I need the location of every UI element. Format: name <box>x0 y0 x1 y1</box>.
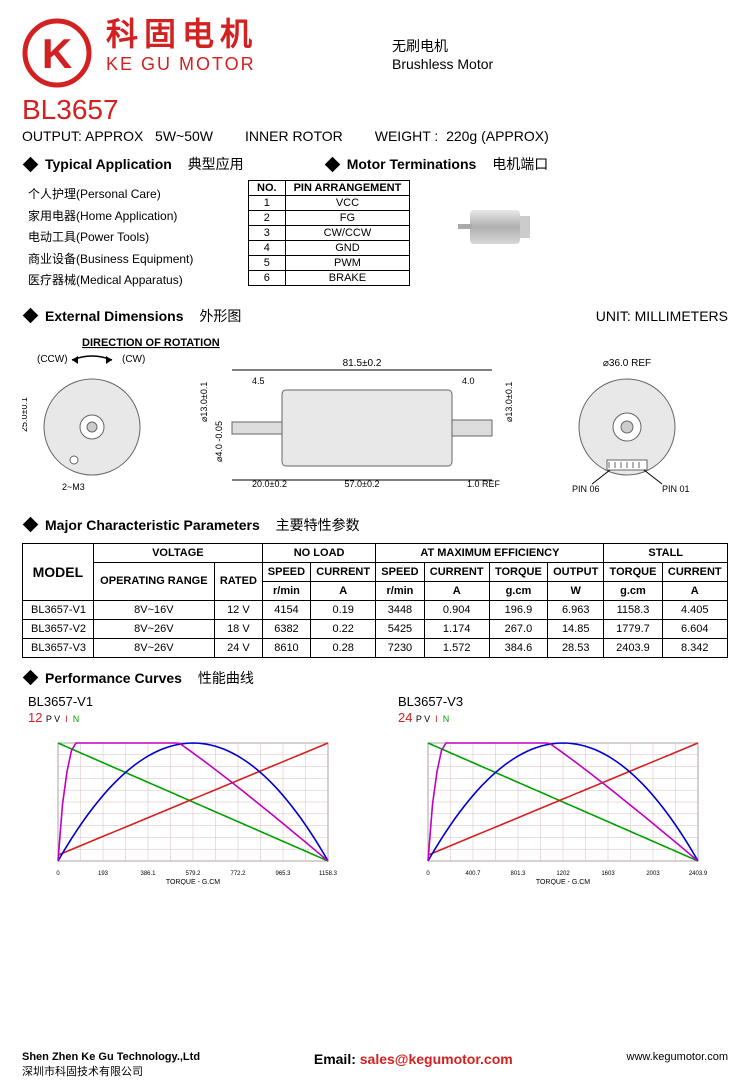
svg-text:2403.9: 2403.9 <box>689 871 708 877</box>
svg-text:PIN 06: PIN 06 <box>572 484 600 494</box>
svg-text:81.5±0.2: 81.5±0.2 <box>343 358 382 369</box>
svg-text:(CCW): (CCW) <box>37 354 68 365</box>
section-curves: Performance Curves 性能曲线 <box>22 668 728 688</box>
table-row: BL3657-V18V~16V12 V41540.1934480.904196.… <box>23 600 728 619</box>
website[interactable]: www.kegumotor.com <box>627 1051 728 1079</box>
svg-text:PIN 01: PIN 01 <box>662 484 690 494</box>
svg-text:1202: 1202 <box>556 871 570 877</box>
brand-cn: 科固电机 <box>106 18 258 50</box>
applications-list: 个人护理(Personal Care)家用电器(Home Application… <box>28 184 228 292</box>
svg-text:4.0: 4.0 <box>462 376 475 386</box>
svg-text:4.5: 4.5 <box>252 376 265 386</box>
application-item: 商业设备(Business Equipment) <box>28 249 228 271</box>
section-terminations: Motor Terminations 电机端口 <box>324 154 549 174</box>
svg-text:2~M3: 2~M3 <box>62 482 85 492</box>
svg-text:1603: 1603 <box>601 871 615 877</box>
svg-text:⌀13.0±0.1: ⌀13.0±0.1 <box>199 382 209 422</box>
svg-text:0: 0 <box>56 871 60 877</box>
pin-row: 2FG <box>249 211 410 226</box>
svg-text:772.2: 772.2 <box>230 871 246 877</box>
svg-text:1158.3: 1158.3 <box>319 871 338 877</box>
section-applications: Typical Application 典型应用 <box>22 154 244 174</box>
characteristics-table: MODEL VOLTAGE NO LOAD AT MAXIMUM EFFICIE… <box>22 543 728 658</box>
svg-text:DIRECTION OF ROTATION: DIRECTION OF ROTATION <box>82 337 220 349</box>
pin-row: 3CW/CCW <box>249 226 410 241</box>
header: K 科固电机 KE GU MOTOR 无刷电机 Brushless Motor <box>22 18 728 88</box>
pin-row: 4GND <box>249 241 410 256</box>
application-item: 家用电器(Home Application) <box>28 206 228 228</box>
svg-text:2003: 2003 <box>646 871 660 877</box>
pin-row: 1VCC <box>249 196 410 211</box>
section-dimensions: External Dimensions 外形图 <box>22 306 241 326</box>
section-characteristics: Major Characteristic Parameters 主要特性参数 <box>22 515 728 535</box>
product-type: 无刷电机 Brushless Motor <box>392 36 493 72</box>
brand-en: KE GU MOTOR <box>106 54 258 75</box>
application-item: 医疗器械(Medical Apparatus) <box>28 270 228 292</box>
svg-text:25.0±0.1: 25.0±0.1 <box>22 397 29 432</box>
svg-text:579.2: 579.2 <box>185 871 201 877</box>
svg-text:801.3: 801.3 <box>510 871 526 877</box>
svg-text:⌀36.0 REF: ⌀36.0 REF <box>603 358 651 369</box>
diamond-icon <box>23 670 39 686</box>
footer: Shen Zhen Ke Gu Technology.,Ltd 深圳市科固技术有… <box>22 1051 728 1079</box>
diamond-icon <box>23 517 39 533</box>
svg-text:K: K <box>42 30 72 77</box>
spec-row: OUTPUT: APPROX 5W~50W INNER ROTOR WEIGHT… <box>22 128 728 144</box>
application-item: 个人护理(Personal Care) <box>28 184 228 206</box>
email-link[interactable]: sales@kegumotor.com <box>360 1051 513 1067</box>
svg-text:193: 193 <box>98 871 109 877</box>
svg-text:965.3: 965.3 <box>275 871 291 877</box>
motor-photo <box>450 192 540 262</box>
unit-label: UNIT: MILLIMETERS <box>596 308 728 324</box>
diamond-icon <box>324 156 340 172</box>
curve-block: BL3657-V1 12 P V I N 0193386.1579.2772.2… <box>28 694 338 888</box>
company-en: Shen Zhen Ke Gu Technology.,Ltd <box>22 1051 200 1063</box>
svg-text:⌀4.0 -0.05: ⌀4.0 -0.05 <box>214 421 224 462</box>
diamond-icon <box>23 308 39 324</box>
diamond-icon <box>23 156 39 172</box>
curve-block: BL3657-V3 24 P V I N 0400.7801.312021603… <box>398 694 708 888</box>
table-row: BL3657-V38V~26V24 V86100.2872301.572384.… <box>23 638 728 657</box>
svg-text:0: 0 <box>426 871 430 877</box>
svg-text:TORQUE - G.CM: TORQUE - G.CM <box>536 879 590 885</box>
svg-text:(CW): (CW) <box>122 354 145 365</box>
svg-text:400.7: 400.7 <box>465 871 481 877</box>
pin-table: NO.PIN ARRANGEMENT 1VCC2FG3CW/CCW4GND5PW… <box>248 180 410 286</box>
company-cn: 深圳市科固技术有限公司 <box>22 1063 200 1079</box>
logo: K <box>22 18 92 88</box>
svg-text:386.1: 386.1 <box>140 871 156 877</box>
pin-row: 6BRAKE <box>249 271 410 286</box>
model-number: BL3657 <box>22 94 728 126</box>
pin-row: 5PWM <box>249 256 410 271</box>
svg-text:TORQUE - G.CM: TORQUE - G.CM <box>166 879 220 885</box>
application-item: 电动工具(Power Tools) <box>28 227 228 249</box>
svg-text:⌀13.0±0.1: ⌀13.0±0.1 <box>504 382 514 422</box>
dimension-drawing: DIRECTION OF ROTATION (CCW) (CW) 25.0±0.… <box>22 332 728 502</box>
table-row: BL3657-V28V~26V18 V63820.2254251.174267.… <box>23 619 728 638</box>
